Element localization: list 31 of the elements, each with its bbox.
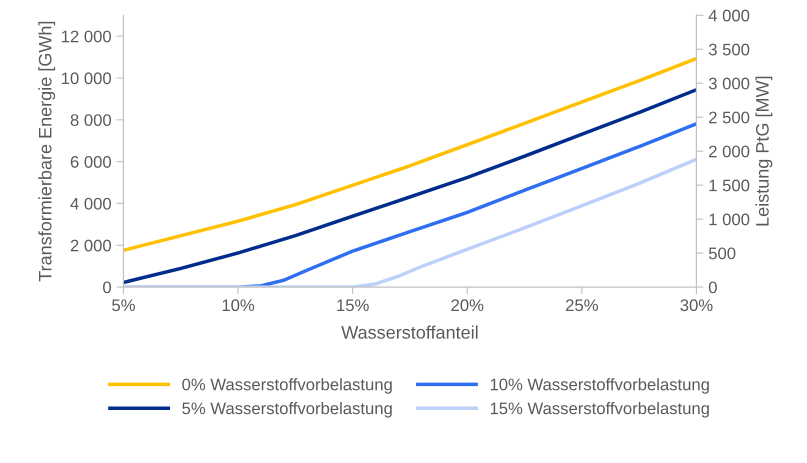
y2-tick-label: 4 000 xyxy=(708,10,750,22)
y-tick-label: 0 xyxy=(103,281,112,294)
y-tick-label: 12 000 xyxy=(62,30,112,42)
x-tick-label: 5% xyxy=(112,299,135,312)
y-tick-label: 6 000 xyxy=(70,156,112,168)
y-tick-label: 10 000 xyxy=(62,72,112,84)
legend-label: 10% Wasserstoffvorbelastung xyxy=(490,378,709,394)
y-axis-title: Transformierbare Energie [GWh] xyxy=(38,22,56,282)
x-tick-label: 15% xyxy=(337,299,369,312)
y2-axis-title: Leistung PtG [MW] xyxy=(756,76,772,226)
y2-tick-label: 1 000 xyxy=(710,214,750,226)
legend-label: 5% Wasserstoffvorbelastung xyxy=(182,402,392,418)
x-tick-label: 25% xyxy=(566,299,598,312)
line-series xyxy=(123,88,696,284)
x-tick-label: 10% xyxy=(222,299,254,312)
y2-tick-label: 3 000 xyxy=(708,78,750,90)
y-tick-label: 2 000 xyxy=(70,240,112,252)
x-tick-label: 20% xyxy=(451,299,484,312)
x-tick-label: 30% xyxy=(680,299,713,312)
y-tick-label: 8 000 xyxy=(70,114,112,126)
y2-tick-label: 2 500 xyxy=(709,112,750,124)
y2-tick-label: 3 500 xyxy=(708,44,750,56)
legend-label: 15% Wasserstoffvorbelastung xyxy=(490,402,709,418)
x-axis-title: Wasserstoffanteil xyxy=(341,326,478,339)
y2-tick-label: 500 xyxy=(708,247,736,260)
line-series xyxy=(123,56,696,252)
y2-tick-label: 1 500 xyxy=(710,180,750,192)
y2-tick-label: 0 xyxy=(708,281,717,294)
legend-label: 0% Wasserstoffvorbelastung xyxy=(182,378,392,394)
y2-tick-label: 2 000 xyxy=(709,146,750,158)
y-tick-label: 4 000 xyxy=(70,198,112,210)
